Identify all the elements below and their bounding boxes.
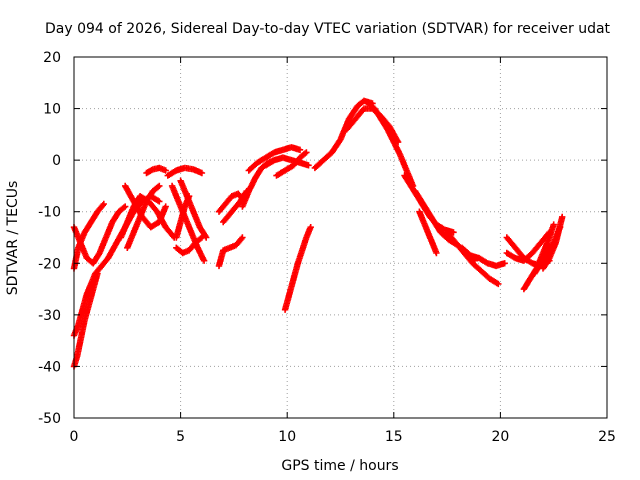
series-arc-28 [416,208,440,257]
data-point [238,235,245,242]
series-arc-19 [245,144,304,174]
x-axis-label: GPS time / hours [281,458,398,474]
data-point [305,162,312,169]
series-arc-35 [539,213,566,272]
x-tick-label: 25 [598,429,616,445]
y-tick-label: -30 [38,308,61,324]
data-point [559,213,566,221]
data-point [162,203,169,210]
series-arc-30 [458,244,508,270]
data-point [550,221,557,228]
series-arc-26 [401,172,457,236]
data-point [99,202,106,209]
data-point [303,149,310,156]
axes-layer [73,56,608,419]
series-arc-14 [173,234,206,257]
x-tick-label: 20 [491,429,509,445]
y-tick-label: 10 [43,102,61,118]
data-point [198,169,206,177]
series-arc-23 [311,97,376,172]
grid-layer [74,57,607,418]
y-tick-label: -40 [38,359,61,375]
y-tick-label: -20 [38,256,61,272]
series-arc-22 [281,224,314,313]
data-point [301,150,309,157]
data-point [156,198,163,205]
data-layer [70,97,566,370]
data-point [307,224,314,231]
x-tick-label: 15 [385,429,403,445]
x-tick-label: 10 [278,429,296,445]
y-axis-label: SDTVAR / TECUs [5,181,21,296]
data-point [120,204,128,211]
y-tick-label: -10 [38,205,61,221]
data-point [239,234,246,241]
y-tick-label: -50 [38,411,61,427]
chart-title: Day 094 of 2026, Sidereal Day-to-day VTE… [45,21,611,37]
series-arc-21 [273,149,310,179]
y-tick-label: 20 [43,50,61,66]
tick-label-layer: 0 5 10 15 20 25 -50 -40 -30 -20 -10 0 10 20 [38,50,616,445]
series-arc-8 [124,182,163,251]
y-tick-label: 0 [52,153,61,169]
data-point [501,260,508,267]
data-point [197,235,204,242]
data-point [450,229,457,236]
series-arc-25 [365,100,417,190]
data-point [198,234,206,241]
data-point [162,167,169,174]
data-point [156,182,163,190]
series-arc-9 [143,164,169,177]
data-point [154,183,162,191]
data-point [122,203,129,210]
data-point [495,280,502,288]
series-arc-13 [177,177,210,241]
series-arc-1 [70,270,101,370]
series-arc-10 [164,164,206,179]
plot-border [73,56,608,419]
x-tick-label: 0 [70,429,79,445]
data-point [100,200,107,208]
data-point [433,249,440,257]
data-point [296,146,304,153]
data-point [200,257,208,264]
series-arc-15 [215,234,246,270]
x-tick-label: 5 [176,429,185,445]
